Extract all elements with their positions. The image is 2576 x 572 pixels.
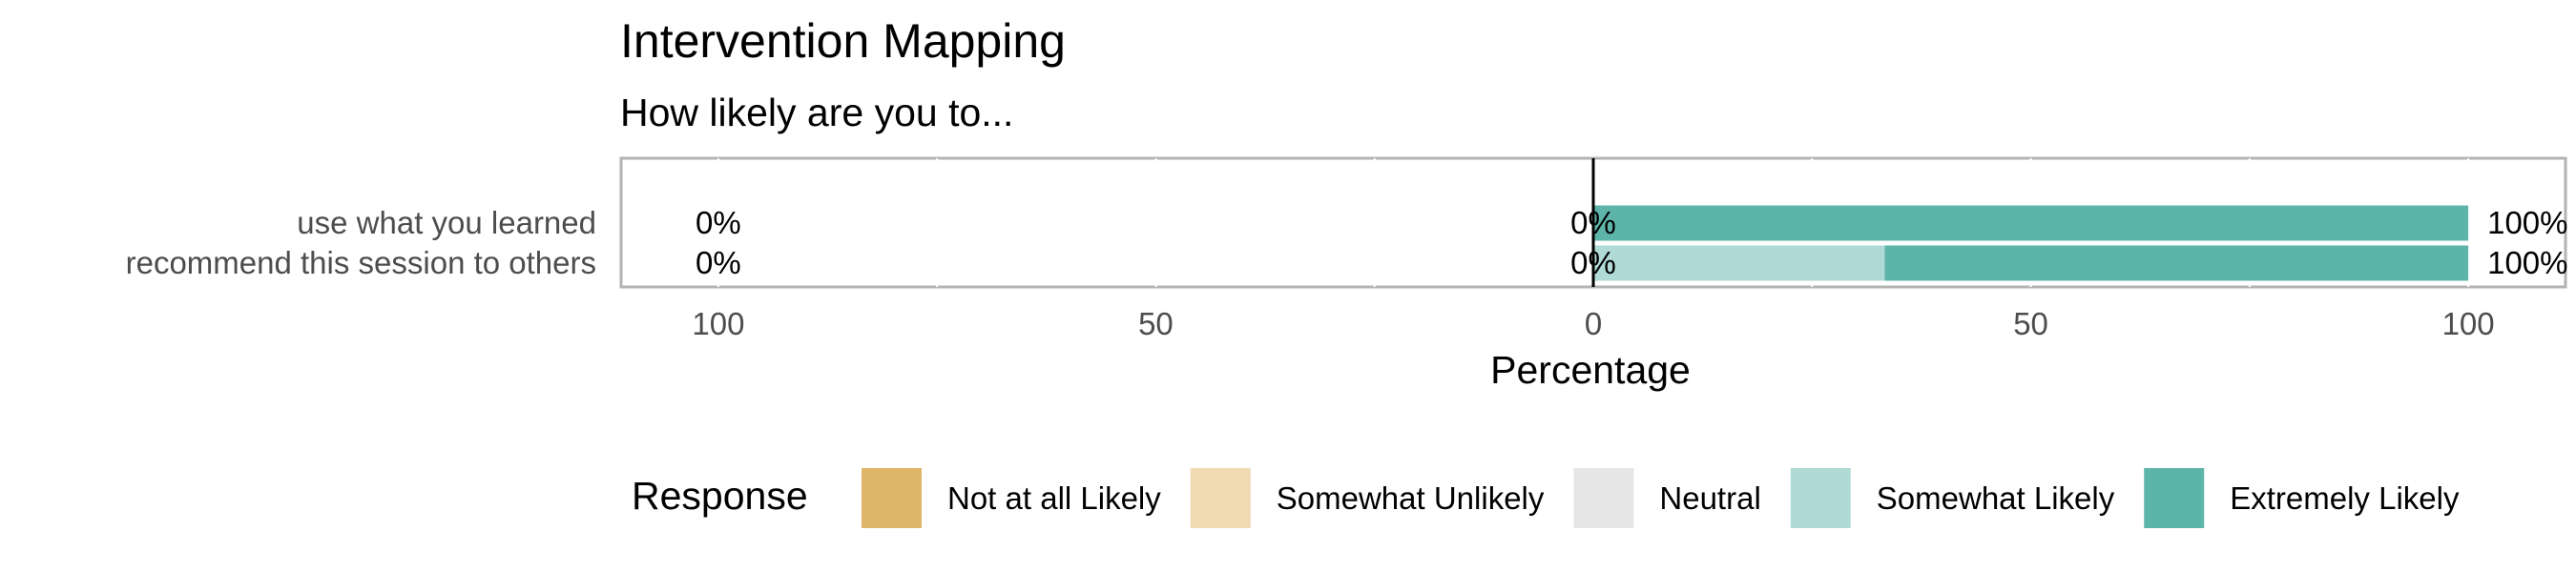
data-label-positive: 100% (2487, 205, 2567, 240)
legend-label: Neutral (1659, 480, 1760, 516)
data-label-positive: 100% (2487, 245, 2567, 280)
bar-somewhat-likely (1593, 245, 1885, 281)
data-label-negative: 0% (696, 205, 741, 240)
legend: Response Not at all Likely Somewhat Unlik… (632, 466, 2460, 530)
category-label: recommend this session to others (126, 245, 596, 280)
legend-label: Somewhat Likely (1877, 480, 2115, 516)
legend-label: Not at all Likely (947, 480, 1161, 516)
legend-swatch (1788, 466, 1853, 530)
x-tick-label: 100 (692, 306, 744, 341)
legend-label: Somewhat Unlikely (1277, 480, 1545, 516)
data-label-negative: 0% (696, 245, 741, 280)
legend-swatch (1571, 466, 1636, 530)
x-tick-label: 0 (1585, 306, 1602, 341)
x-tick-label: 50 (1138, 306, 1174, 341)
chart-subtitle: How likely are you to... (620, 91, 1013, 134)
x-tick-label: 100 (2442, 306, 2495, 341)
bar-extremely-likely (1593, 205, 2469, 241)
x-axis-title: Percentage (1490, 348, 1691, 392)
bar-extremely-likely (1884, 245, 2469, 281)
legend-swatch (2142, 466, 2207, 530)
legend-label: Extremely Likely (2230, 480, 2460, 516)
category-label: use what you learned (297, 205, 596, 240)
x-tick-label: 50 (2013, 306, 2048, 341)
legend-swatch (860, 466, 924, 530)
plot-area: use what you learned 0% 0% 100% recommend th… (126, 156, 2568, 341)
legend-title: Response (632, 474, 808, 518)
chart-title: Intervention Mapping (620, 14, 1066, 68)
legend-swatch (1188, 466, 1253, 530)
